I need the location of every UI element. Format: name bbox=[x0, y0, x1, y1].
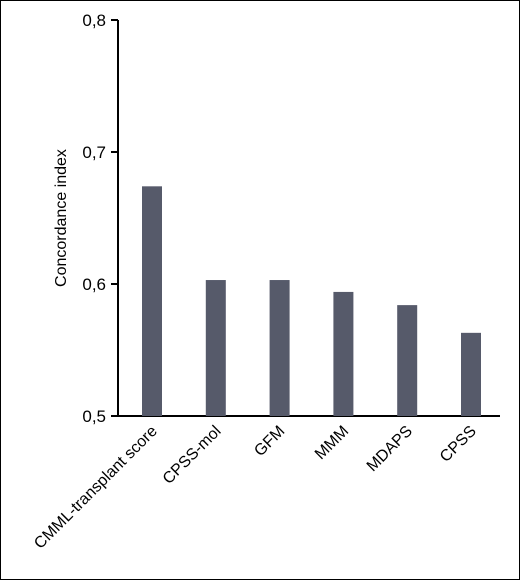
y-tick-label: 0,7 bbox=[82, 143, 106, 162]
x-tick-label: MDAPS bbox=[364, 423, 416, 475]
y-tick-label: 0,6 bbox=[82, 275, 106, 294]
bar bbox=[397, 305, 418, 416]
bars bbox=[142, 186, 481, 416]
bar bbox=[205, 280, 226, 416]
bar bbox=[269, 280, 290, 416]
y-tick-label: 0,8 bbox=[82, 11, 106, 30]
x-tick-label: CPSS bbox=[437, 423, 480, 466]
x-tick-label: CPSS-mol bbox=[160, 423, 225, 488]
bar bbox=[142, 186, 162, 416]
y-ticks: 0,5 0,6 0,7 0,8 bbox=[82, 11, 118, 426]
x-tick-label: CMML-transplant score bbox=[31, 423, 161, 553]
x-tick-label: MMM bbox=[312, 423, 352, 463]
bar bbox=[333, 291, 354, 416]
y-tick-label: 0,5 bbox=[82, 407, 106, 426]
x-tick-label: GFM bbox=[251, 423, 288, 460]
bar bbox=[461, 332, 481, 416]
axes bbox=[117, 20, 500, 417]
y-axis-title: Concordance index bbox=[53, 149, 70, 287]
